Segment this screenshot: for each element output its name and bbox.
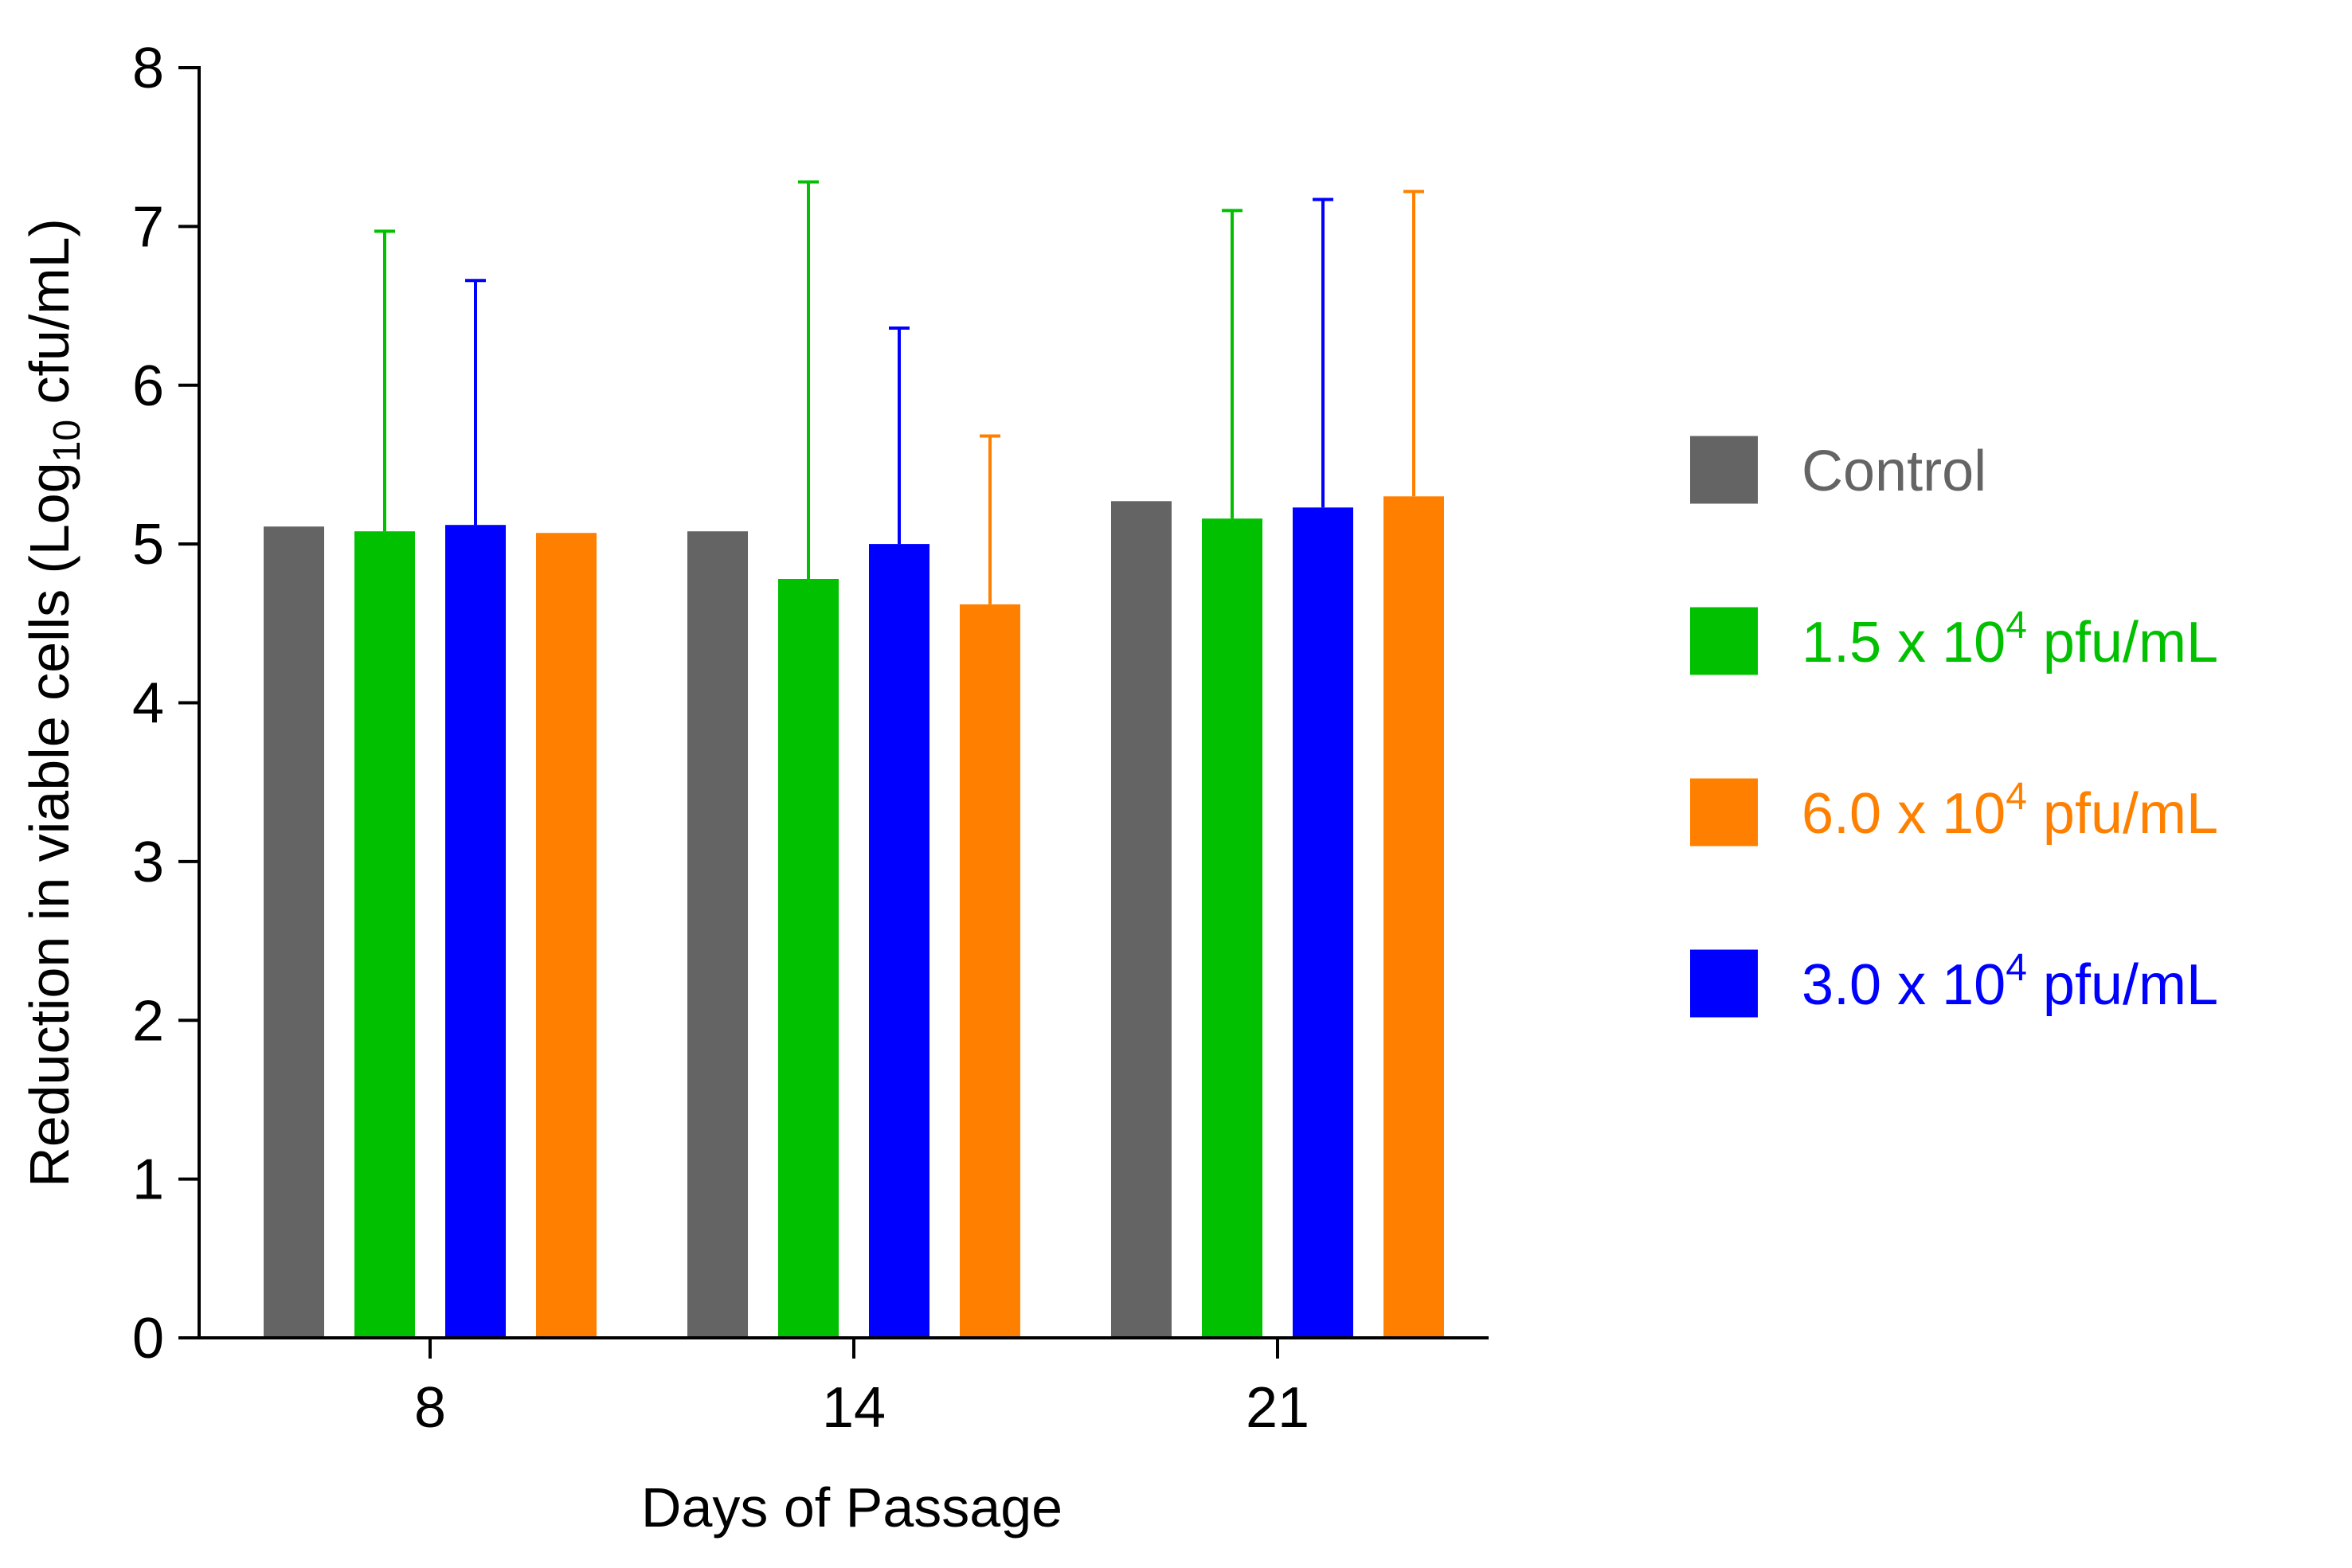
legend-label-4: 6.0 x 104 pfu/mL — [1802, 776, 2218, 846]
legend: Control 1.5 x 104 pfu/mL 6.0 x 104 pfu/mL 3… — [1690, 436, 2218, 1018]
bar-2-8 — [354, 531, 415, 1338]
legend-label-1: Control — [1802, 440, 1986, 503]
bar-3-21 — [1293, 507, 1353, 1338]
y-tick-label: 7 — [132, 195, 164, 259]
y-tick-label: 1 — [132, 1148, 164, 1212]
legend-swatch-2 — [1690, 607, 1758, 675]
x-tick-label: 21 — [1246, 1376, 1309, 1440]
y-tick-label: 8 — [132, 37, 164, 100]
y-tick-label: 5 — [132, 513, 164, 577]
bar-3-8 — [445, 525, 506, 1338]
y-tick-label: 6 — [132, 354, 164, 418]
legend-swatch-4 — [1690, 778, 1758, 847]
bar-1-21 — [1111, 501, 1172, 1338]
bar-1-14 — [687, 531, 748, 1338]
plot-area — [264, 180, 1444, 1339]
bar-4-21 — [1383, 496, 1444, 1338]
y-tick-label: 4 — [132, 672, 164, 736]
legend-label-2: 1.5 x 104 pfu/mL — [1802, 604, 2218, 675]
bar-1-8 — [264, 526, 324, 1338]
bar-2-14 — [778, 579, 839, 1338]
bar-4-14 — [960, 604, 1020, 1338]
bar-2-21 — [1202, 518, 1262, 1339]
legend-label-3: 3.0 x 104 pfu/mL — [1802, 947, 2218, 1017]
legend-swatch-1 — [1690, 436, 1758, 504]
axes: 0 1 2 3 4 5 6 7 8 8 14 21 Days of Passage Reduction i… — [18, 37, 1489, 1539]
x-tick-label: 8 — [414, 1376, 446, 1440]
y-tick-label: 3 — [132, 831, 164, 894]
y-tick-label: 2 — [132, 989, 164, 1053]
bar-4-8 — [536, 533, 597, 1338]
x-axis-title: Days of Passage — [641, 1476, 1063, 1539]
legend-swatch-3 — [1690, 949, 1758, 1018]
bar-3-14 — [869, 544, 929, 1338]
x-tick-label: 14 — [822, 1376, 886, 1440]
y-axis-title: Reduction in viable cells (Log10 cfu/mL) — [18, 218, 88, 1187]
y-tick-label: 0 — [132, 1307, 164, 1371]
